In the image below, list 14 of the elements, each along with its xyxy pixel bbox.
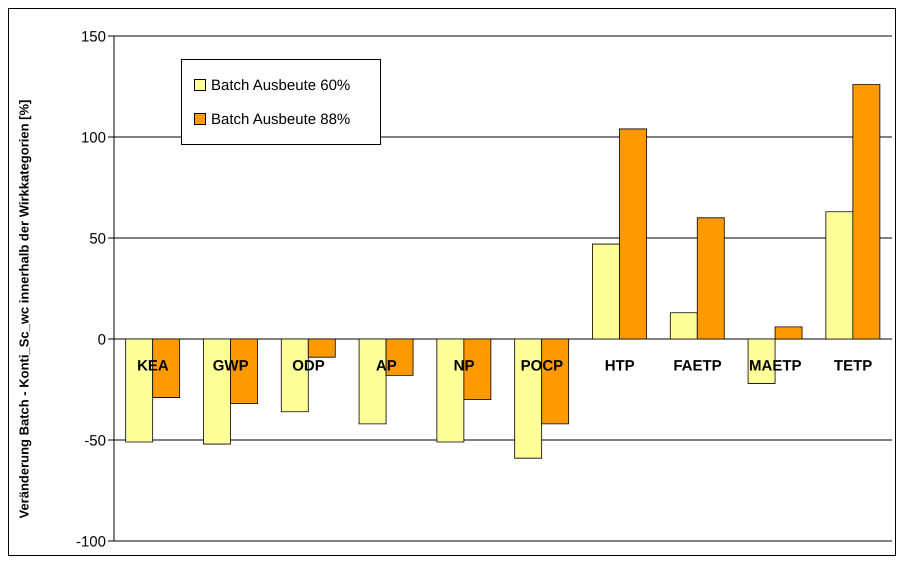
x-tick-label: TETP [834,358,872,375]
y-tick-label: 0 [98,331,106,348]
legend-label: Batch Ausbeute 60% [211,76,350,94]
legend-label: Batch Ausbeute 88% [211,110,350,128]
y-tick-label: 50 [89,230,106,248]
y-tick-label: -50 [84,432,106,450]
x-tick-label: FAETP [673,358,722,375]
y-tick-label: 150 [80,28,106,46]
x-tick-label: AP [376,358,397,375]
y-tick-label: 100 [80,129,106,146]
y-axis-title: Veränderung Batch - Konti_Sc_wc innerhalb der Wirkkategorien [%] [16,100,32,518]
x-tick-label: HTP [604,358,635,375]
y-tick-label: -100 [76,533,106,550]
x-tick-label: GWP [212,358,249,375]
